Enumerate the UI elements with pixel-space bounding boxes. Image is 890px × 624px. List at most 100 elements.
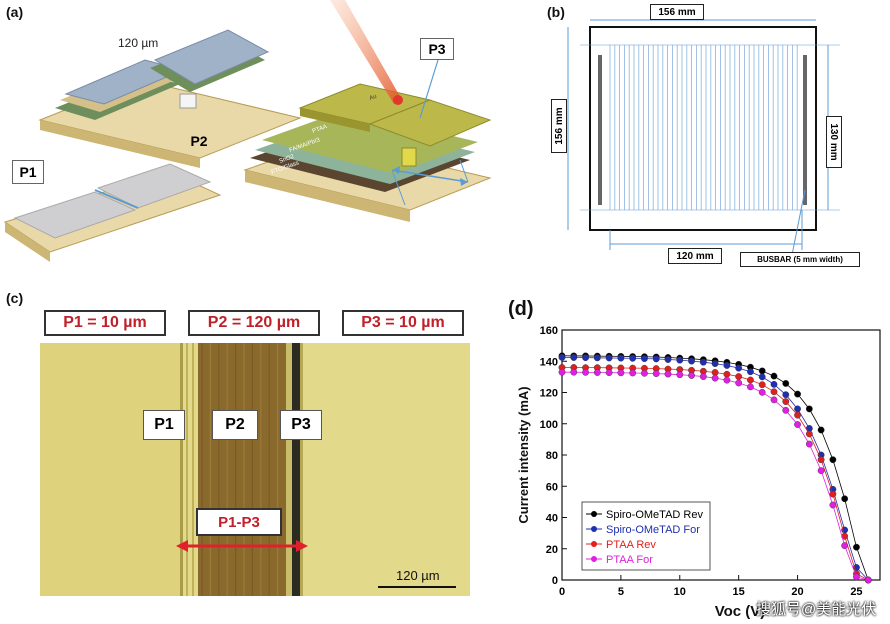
- data-point: [676, 371, 684, 379]
- data-point: [558, 368, 566, 376]
- y-tick-label: 80: [546, 450, 558, 462]
- data-point: [805, 430, 813, 438]
- data-point: [664, 356, 672, 363]
- data-point: [758, 381, 766, 389]
- data-point: [770, 372, 778, 380]
- data-point: [770, 380, 778, 388]
- legend-marker: [591, 526, 597, 532]
- x-axis-label: Voc (V): [715, 603, 766, 620]
- module-p3: [243, 0, 492, 222]
- data-point: [735, 379, 743, 387]
- panel-a-letter: (a): [6, 4, 24, 20]
- data-point: [723, 376, 731, 384]
- data-point: [829, 490, 837, 498]
- legend-label: Spiro-OMeTAD For: [606, 524, 700, 536]
- data-point: [864, 576, 872, 584]
- micro-p2: P2: [212, 410, 258, 440]
- panel-d-letter: (d): [508, 298, 534, 320]
- data-point: [817, 456, 825, 464]
- data-point: [747, 383, 754, 391]
- p3-width-box: P3 = 10 µm: [342, 310, 464, 336]
- data-point: [593, 369, 601, 376]
- busbar-fingers: [609, 45, 798, 210]
- data-point: [617, 354, 625, 362]
- y-tick-label: 120: [540, 388, 558, 400]
- legend-label: PTAA For: [606, 554, 653, 566]
- y-tick-label: 40: [546, 513, 558, 525]
- scale-bar-label: 120 µm: [396, 568, 440, 583]
- dim-left: 156 mm: [551, 99, 567, 153]
- data-point: [723, 362, 731, 369]
- x-tick-label: 10: [674, 586, 686, 598]
- p2-width-box: P2 = 120 µm: [188, 310, 320, 336]
- data-point: [817, 426, 825, 434]
- data-point: [735, 373, 743, 380]
- data-point: [699, 373, 707, 380]
- data-point: [758, 373, 766, 381]
- y-tick-label: 100: [540, 419, 558, 431]
- data-point: [676, 356, 684, 364]
- data-point: [794, 411, 801, 419]
- dim-right: 130 mm: [826, 116, 842, 168]
- micrograph: [40, 343, 470, 596]
- data-point: [770, 388, 778, 396]
- data-point: [664, 370, 672, 378]
- data-point: [605, 354, 613, 362]
- data-point: [770, 396, 778, 404]
- micro-p3: P3: [280, 410, 322, 440]
- p1-p3-arrow: [176, 540, 308, 552]
- data-point: [617, 369, 625, 377]
- busbar-label: BUSBAR (5 mm width): [740, 252, 860, 267]
- data-point: [794, 390, 801, 398]
- data-point: [605, 369, 613, 377]
- y-tick-label: 0: [552, 575, 558, 587]
- data-point: [711, 374, 719, 382]
- data-point: [782, 391, 790, 399]
- x-tick-label: 15: [733, 586, 745, 598]
- data-point: [582, 354, 589, 362]
- data-point: [747, 368, 754, 376]
- dim-bottom: 120 mm: [668, 248, 722, 264]
- panel-c-letter: (c): [6, 290, 24, 306]
- y-axis-label: Current intensity (mA): [516, 386, 531, 523]
- legend-box: [581, 501, 711, 571]
- y-tick-label: 60: [546, 481, 558, 493]
- data-point: [582, 368, 589, 376]
- data-point: [853, 543, 860, 551]
- layer-label: SnO2: [279, 154, 296, 165]
- data-point: [735, 364, 743, 372]
- data-point: [829, 501, 837, 509]
- x-tick-label: 25: [850, 586, 862, 598]
- data-point: [841, 495, 849, 503]
- data-point: [758, 388, 766, 396]
- data-point: [794, 421, 801, 428]
- x-tick-label: 5: [618, 586, 624, 598]
- dim-top: 156 mm: [650, 4, 704, 20]
- data-point: [652, 370, 660, 377]
- panel-b-letter: (b): [547, 4, 565, 20]
- data-point: [841, 542, 849, 550]
- data-point: [723, 370, 731, 378]
- module-p2: [38, 29, 302, 168]
- y-tick-label: 140: [540, 356, 558, 368]
- scale-bar: [378, 586, 456, 588]
- data-point: [570, 368, 578, 376]
- data-point: [688, 357, 695, 365]
- label-p2: P2: [190, 133, 208, 149]
- data-point: [652, 355, 660, 363]
- data-point: [688, 372, 695, 379]
- legend-label: Spiro-OMeTAD Rev: [606, 509, 703, 521]
- data-point: [794, 405, 801, 413]
- data-point: [805, 440, 813, 448]
- data-point: [711, 360, 719, 367]
- x-tick-label: 20: [791, 586, 803, 598]
- panel-b-diagram: [567, 19, 840, 256]
- data-point: [747, 376, 754, 384]
- p2-stripes: [201, 343, 279, 596]
- legend-label: PTAA Rev: [606, 539, 656, 551]
- data-point: [629, 354, 637, 362]
- label-p1: P1: [12, 160, 44, 184]
- layer-label: Au: [369, 94, 378, 102]
- iv-chart: 0 5 10 15 20 25 0 20 40 60 80 100 120 140 160 Spiro-OM…: [516, 325, 881, 620]
- p2-width-label: 120 µm: [118, 36, 159, 50]
